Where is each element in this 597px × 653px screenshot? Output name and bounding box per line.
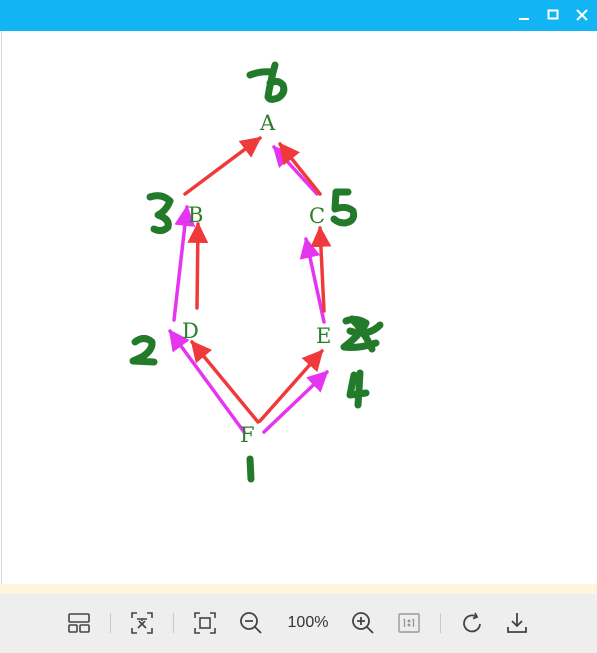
layout-button[interactable] bbox=[66, 610, 92, 636]
fit-text-icon bbox=[131, 612, 153, 634]
minimize-button[interactable] bbox=[515, 6, 533, 24]
graph-edges bbox=[168, 136, 332, 434]
edge-e-to-c bbox=[310, 225, 332, 313]
maximize-icon bbox=[547, 9, 559, 20]
node-label-c: C bbox=[309, 204, 325, 228]
toolbar-separator bbox=[173, 613, 174, 633]
actual-size-button bbox=[396, 610, 422, 636]
minimize-icon bbox=[519, 18, 529, 20]
edge-f-to-e bbox=[258, 349, 324, 423]
annotation-2 bbox=[129, 335, 158, 366]
zoom-out-icon bbox=[240, 612, 262, 634]
annotation-1 bbox=[246, 455, 255, 483]
node-label-f: F bbox=[240, 423, 255, 447]
graph-image: A B C D E F bbox=[129, 61, 384, 483]
edge-d-to-b bbox=[172, 204, 196, 322]
node-label-e: E bbox=[316, 324, 331, 348]
edge-f-to-d bbox=[190, 340, 260, 424]
image-canvas: A B C D E F bbox=[1, 31, 597, 584]
edge-f-to-e bbox=[262, 370, 329, 434]
annotation-5 bbox=[330, 188, 358, 227]
fit-text-button[interactable] bbox=[129, 610, 155, 636]
rotate-button[interactable] bbox=[459, 610, 485, 636]
zoom-in-button[interactable] bbox=[350, 610, 376, 636]
maximize-button[interactable] bbox=[544, 6, 562, 24]
annotation-6 bbox=[246, 61, 288, 103]
edge-b-to-a bbox=[183, 136, 262, 196]
edge-c-to-a bbox=[272, 145, 319, 196]
close-icon bbox=[576, 9, 588, 21]
close-button[interactable] bbox=[573, 6, 591, 24]
fit-window-button[interactable] bbox=[192, 610, 218, 636]
image-bottom-strip bbox=[0, 584, 597, 594]
annotation-4 bbox=[346, 369, 370, 409]
viewer-toolbar: 100% bbox=[0, 594, 597, 653]
node-label-d: D bbox=[182, 319, 199, 343]
edge-e-to-c bbox=[299, 236, 326, 324]
annotation-3 bbox=[146, 192, 174, 235]
title-bar bbox=[0, 0, 597, 31]
zoom-out-button[interactable] bbox=[238, 610, 264, 636]
download-button[interactable] bbox=[504, 610, 530, 636]
zoom-in-icon bbox=[352, 612, 374, 634]
actual-size-icon bbox=[398, 613, 420, 633]
edge-d-to-b bbox=[187, 221, 209, 310]
annotation-scribble bbox=[340, 315, 384, 353]
fit-window-icon bbox=[194, 612, 216, 634]
edge-f-to-d bbox=[168, 329, 246, 434]
node-label-b: B bbox=[188, 203, 203, 227]
rotate-icon bbox=[463, 612, 481, 633]
toolbar-separator bbox=[440, 613, 441, 633]
toolbar-separator bbox=[110, 613, 111, 633]
zoom-level: 100% bbox=[287, 614, 329, 631]
layout-icon bbox=[68, 613, 90, 633]
edge-c-to-a bbox=[278, 142, 322, 196]
download-icon bbox=[507, 613, 527, 633]
node-label-a: A bbox=[259, 111, 276, 135]
